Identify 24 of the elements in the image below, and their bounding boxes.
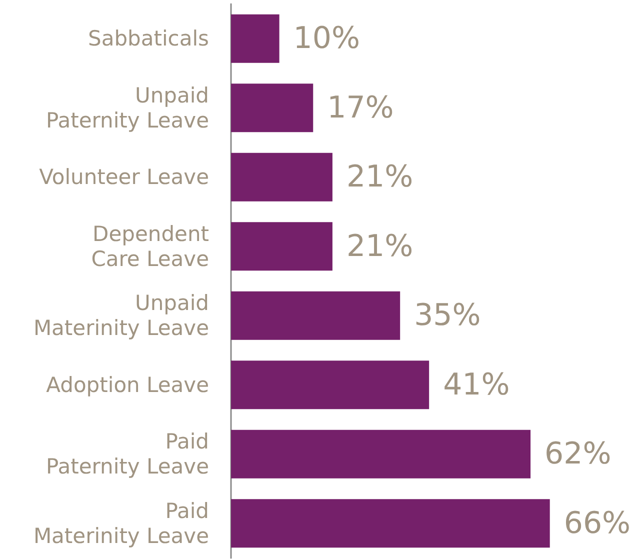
data-label: 35%: [414, 298, 481, 334]
y-tick-label: Volunteer Leave: [39, 165, 209, 190]
bar: [231, 499, 550, 548]
y-tick-label: Adoption Leave: [46, 372, 209, 397]
bar: [231, 360, 430, 410]
data-label: 17%: [327, 90, 394, 126]
y-tick-label: Unpaid Materinity Leave: [33, 291, 209, 340]
y-tick-label: Paid Materinity Leave: [33, 498, 209, 548]
bar: [231, 152, 332, 202]
bar: [231, 14, 280, 63]
bar: [231, 84, 314, 132]
bar: [231, 222, 332, 271]
data-label: 10%: [293, 21, 360, 56]
data-label: 21%: [346, 228, 414, 264]
bar: [231, 291, 400, 340]
y-tick-label: Paid Paternity Leave: [46, 430, 209, 479]
data-label: 21%: [346, 160, 414, 195]
y-tick-label: Dependent Care Leave: [91, 222, 209, 271]
bar: [231, 430, 531, 478]
data-label: 62%: [544, 436, 612, 472]
y-tick-label: Sabbaticals: [88, 26, 209, 51]
y-tick-label: Unpaid Paternity Leave: [46, 83, 209, 132]
data-label: 41%: [443, 367, 510, 402]
data-label: 66%: [564, 506, 630, 541]
